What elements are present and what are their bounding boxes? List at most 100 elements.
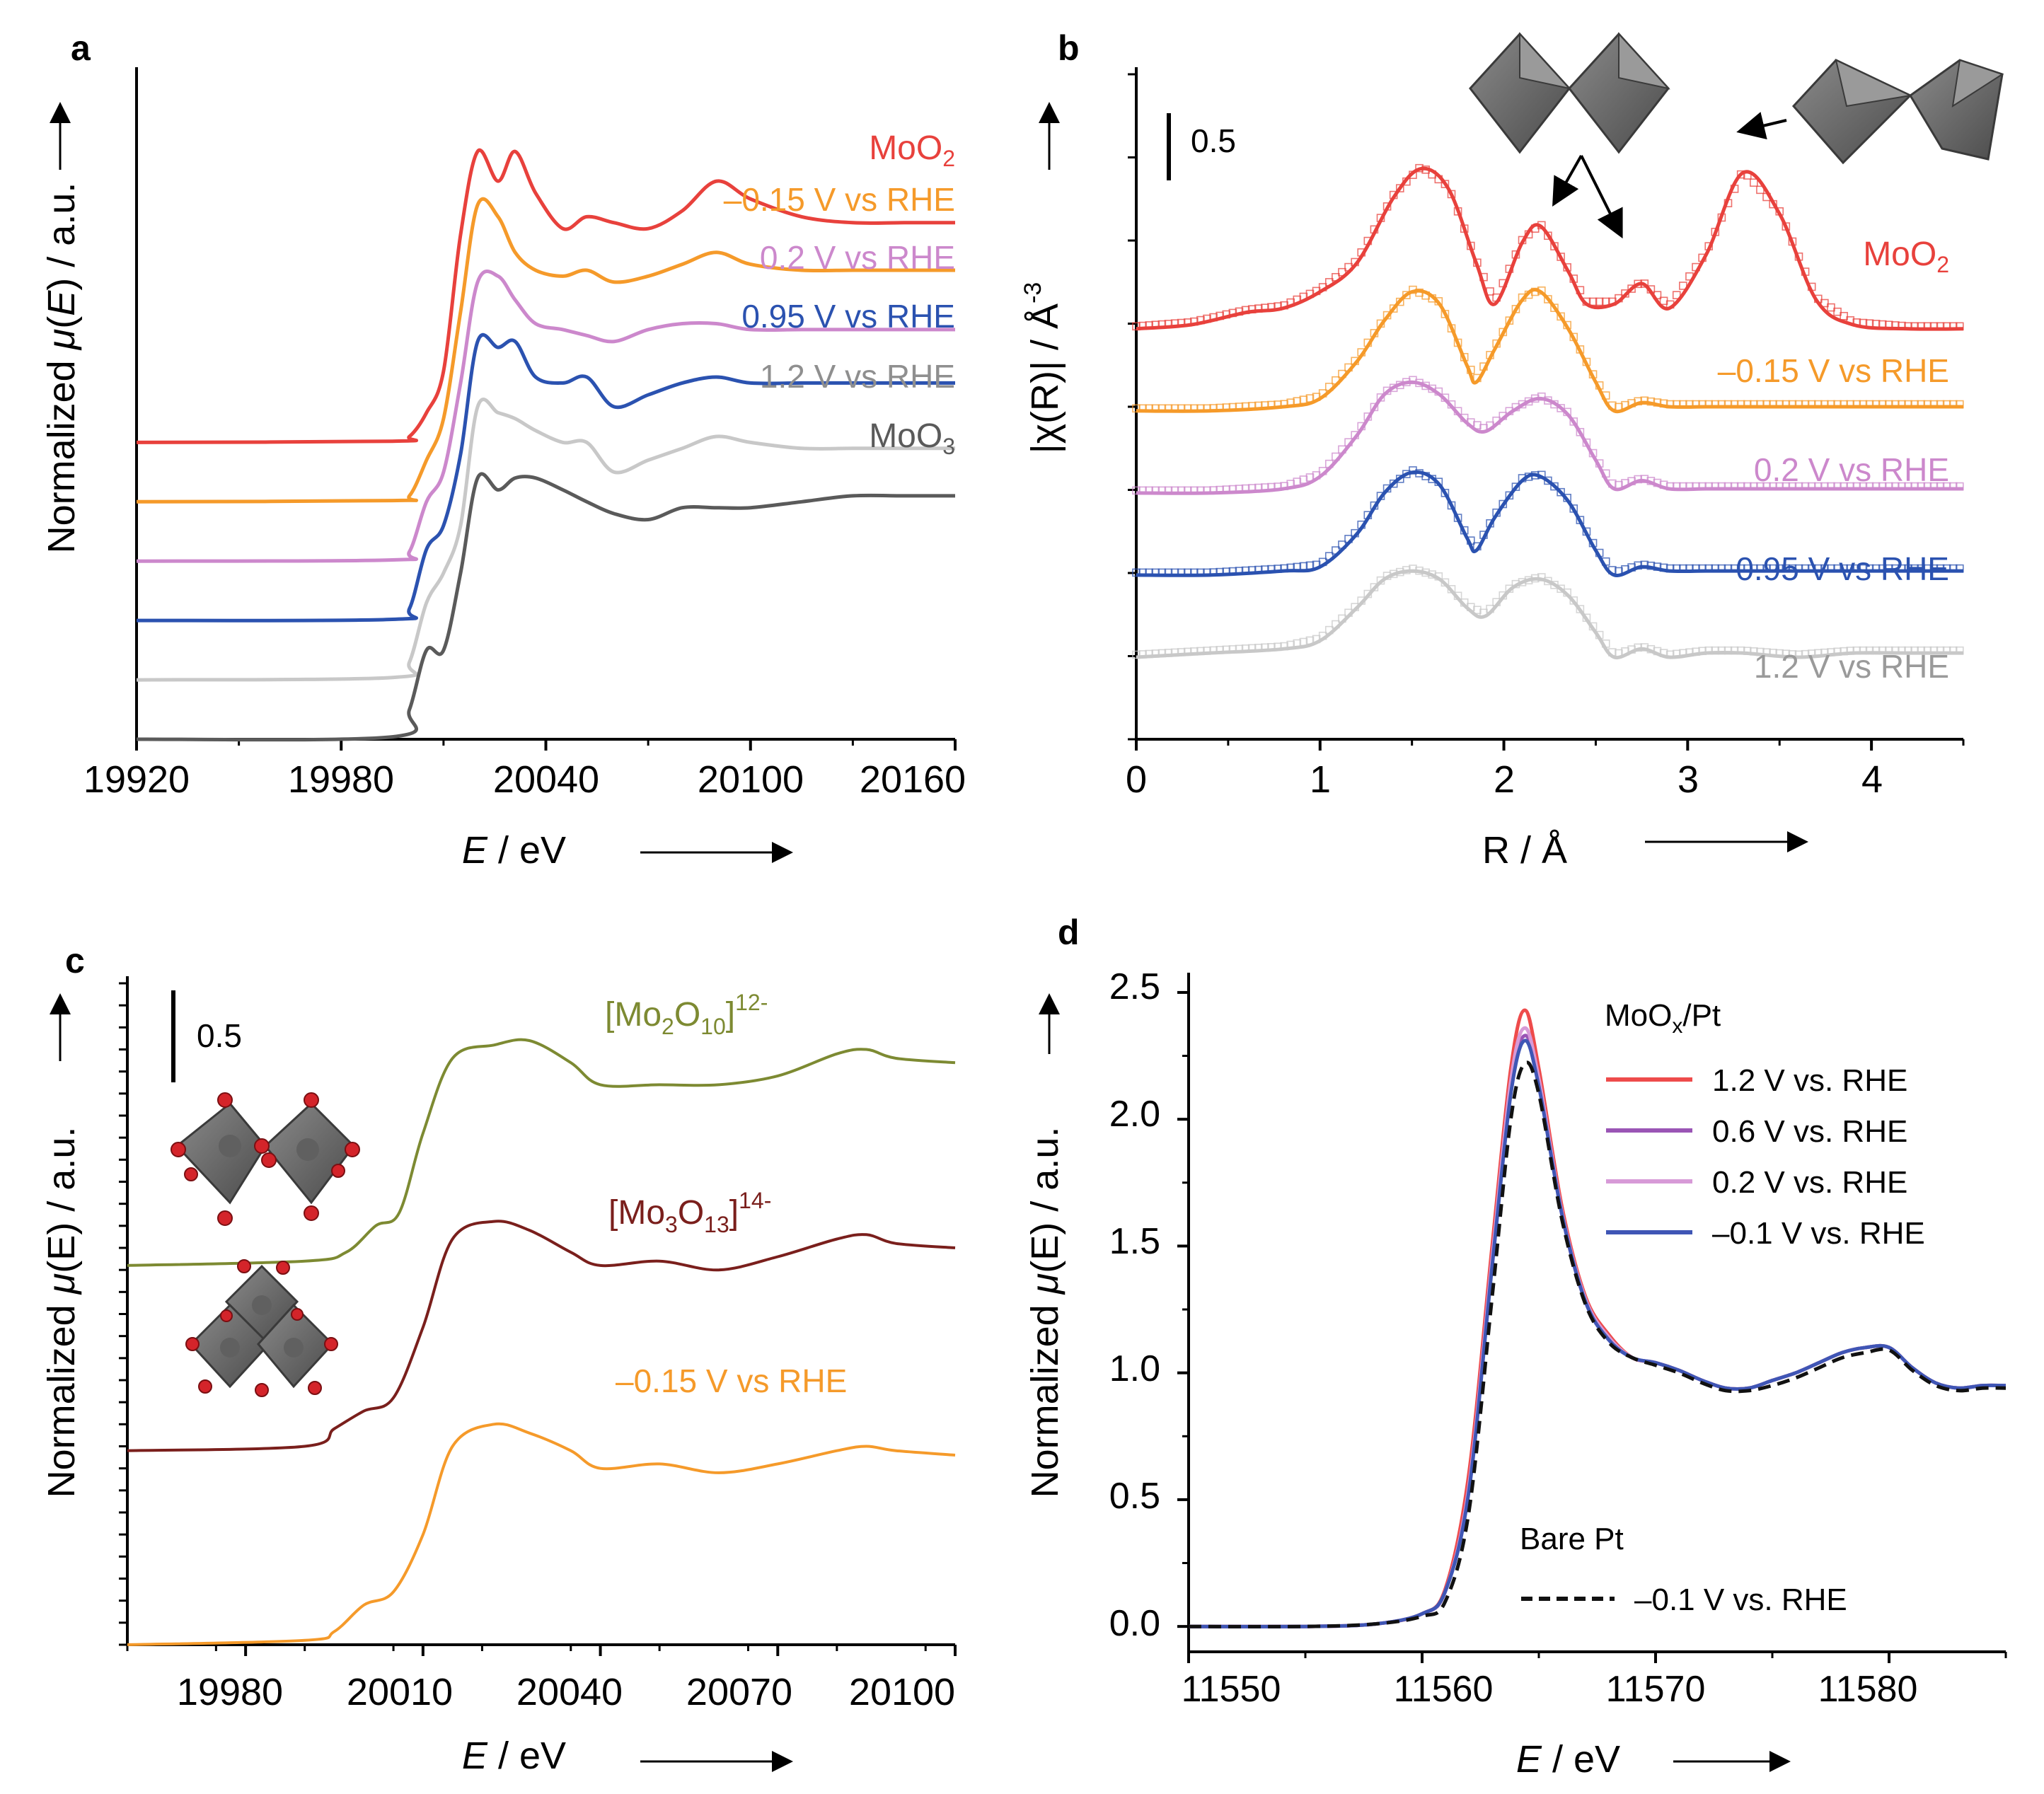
b-xtick-label-0: 0 xyxy=(1126,758,1147,801)
panel-b-data-marker-1 xyxy=(1434,297,1443,306)
panel-b-data-marker-3 xyxy=(1634,561,1642,570)
panel-b-data-marker-0 xyxy=(1293,295,1302,304)
panel-b-data-marker-1 xyxy=(1852,400,1861,409)
panel-b-data-marker-4 xyxy=(1473,606,1482,615)
panel-b-data-marker-1 xyxy=(1505,316,1514,325)
panel-d-ytick-labels: 0.0 0.5 1.0 1.5 2.0 2.5 xyxy=(1109,966,1160,1644)
b-annotation-arrows xyxy=(1552,112,1787,239)
panel-b-data-marker-2 xyxy=(1132,486,1141,495)
panel-b-data-marker-1 xyxy=(1595,381,1604,390)
panel-b-series-labels: MoO2 –0.15 V vs RHE 0.2 V vs RHE 0.95 V … xyxy=(1718,236,1949,685)
panel-b-data-marker-4 xyxy=(1601,640,1610,648)
panel-b-data-marker-0 xyxy=(1563,263,1571,272)
panel-b-data-marker-3 xyxy=(1801,564,1810,573)
panel-b-data-marker-2 xyxy=(1267,482,1276,492)
panel-b-data-marker-0 xyxy=(1582,297,1591,306)
panel-b-data-marker-1 xyxy=(1305,394,1315,403)
a-xtick-label-4: 20160 xyxy=(860,758,966,801)
panel-b-data-marker-0 xyxy=(1222,310,1231,319)
panel-b-data-marker-2 xyxy=(1235,485,1244,493)
panel-b-data-marker-0 xyxy=(1692,262,1700,272)
panel-b-data-marker-0 xyxy=(1518,236,1527,245)
panel-b-ylabel: |χ(R)| / Å-3 xyxy=(1020,282,1066,454)
panel-b-data-marker-2 xyxy=(1196,486,1205,495)
mo3o13-structure xyxy=(185,1259,338,1397)
panel-b-letter: b xyxy=(1058,28,1080,68)
panel-b-data-marker-3 xyxy=(1665,564,1675,573)
panel-d-ylabel: Normalized μ(E) / a.u. xyxy=(1024,1127,1066,1498)
panel-b-data-marker-2 xyxy=(1942,482,1951,491)
panel-b-data-marker-4 xyxy=(1409,565,1417,573)
a-label-12: 1.2 V vs RHE xyxy=(760,358,955,395)
panel-b-data-marker-4 xyxy=(1132,650,1141,659)
panel-b-data-marker-0 xyxy=(1730,185,1739,193)
panel-b-data-marker-3 xyxy=(1177,568,1186,577)
panel-b-data-marker-3 xyxy=(1653,562,1662,571)
panel-b-data-marker-1 xyxy=(1923,400,1932,409)
panel-b-data-marker-4 xyxy=(1750,647,1758,656)
panel-b-data-marker-3 xyxy=(1595,548,1604,557)
panel-b-data-marker-2 xyxy=(1679,482,1687,491)
panel-b-data-marker-2 xyxy=(1653,478,1662,487)
panel-b-data-marker-2 xyxy=(1209,486,1218,494)
panel-b-data-marker-1 xyxy=(1846,400,1855,409)
panel-b-data-marker-1 xyxy=(1274,400,1282,409)
panel-b-data-marker-1 xyxy=(1299,395,1308,404)
panel-b-data-marker-0 xyxy=(1653,291,1662,299)
d-ytick-label-3: 1.5 xyxy=(1109,1221,1160,1262)
panel-b-data-marker-0 xyxy=(1756,185,1765,195)
panel-b-data-marker-3 xyxy=(1788,564,1797,573)
panel-b-data-marker-4 xyxy=(1177,648,1186,656)
panel-b-data-marker-2 xyxy=(1203,486,1211,495)
panel-b-data-marker-0 xyxy=(1646,285,1656,294)
panel-b-data-marker-0 xyxy=(1274,302,1282,311)
panel-b-data-marker-1 xyxy=(1530,287,1540,296)
panel-b-data-marker-1 xyxy=(1646,397,1656,406)
panel-b-data-marker-4 xyxy=(1363,589,1373,598)
panel-b-data-marker-1 xyxy=(1576,345,1585,354)
panel-b-data-marker-4 xyxy=(1788,650,1797,659)
panel-b-data-marker-1 xyxy=(1788,400,1797,409)
panel-b-data-marker-1 xyxy=(1904,400,1912,409)
panel-b-data-marker-3 xyxy=(1209,568,1218,577)
panel-b-data-marker-4 xyxy=(1627,645,1636,654)
panel-b-data-marker-2 xyxy=(1453,407,1462,415)
panel-b-data-marker-3 xyxy=(1608,566,1617,574)
panel-b-data-marker-4 xyxy=(1653,647,1662,656)
a-xtick-label-2: 20040 xyxy=(493,758,599,801)
panel-b-data-marker-2 xyxy=(1460,413,1469,422)
d-ytick-label-0: 0.0 xyxy=(1109,1603,1160,1644)
panel-b-data-marker-2 xyxy=(1813,482,1823,491)
panel-b-data-marker-2 xyxy=(1434,387,1443,396)
panel-b-data-marker-1 xyxy=(1145,404,1153,413)
panel-b-data-marker-0 xyxy=(1615,294,1623,303)
c-scale-label: 0.5 xyxy=(197,1017,242,1054)
panel-b-data-marker-0 xyxy=(1228,308,1237,318)
panel-b-data-marker-4 xyxy=(1286,640,1295,649)
panel-b-data-marker-1 xyxy=(1723,400,1733,409)
panel-b-data-marker-1 xyxy=(1518,293,1527,302)
d-ytick-label-5: 2.5 xyxy=(1109,966,1160,1007)
panel-b-data-marker-0 xyxy=(1332,272,1340,282)
panel-b-data-marker-4 xyxy=(1762,648,1771,656)
panel-b-data-marker-3 xyxy=(1936,564,1945,573)
panel-b-data-marker-4 xyxy=(1511,579,1520,589)
panel-c-series-line-0 xyxy=(127,1038,956,1267)
panel-b-data-marker-1 xyxy=(1138,404,1147,413)
panel-b-data-marker-4 xyxy=(1157,649,1167,658)
panel-b-data-marker-3 xyxy=(1518,474,1527,482)
panel-b-data-marker-2 xyxy=(1627,477,1636,486)
panel-b-data-marker-3 xyxy=(1942,564,1951,573)
panel-c-series-line-2 xyxy=(127,1422,956,1646)
panel-b-data-marker-3 xyxy=(1286,563,1295,572)
panel-b-data-marker-2 xyxy=(1576,427,1585,436)
panel-b-data-marker-4 xyxy=(1775,649,1784,658)
panel-b-data-marker-4 xyxy=(1196,647,1205,656)
panel-b-data-marker-1 xyxy=(1782,400,1791,409)
d-ytick-label-4: 2.0 xyxy=(1109,1094,1160,1135)
panel-b-data-marker-1 xyxy=(1769,400,1777,409)
panel-b-data-marker-1 xyxy=(1203,404,1211,413)
panel-b-data-marker-3 xyxy=(1382,484,1392,493)
panel-b-xlabel: R / Å xyxy=(1482,829,1567,872)
panel-b-data-marker-4 xyxy=(1569,596,1578,605)
